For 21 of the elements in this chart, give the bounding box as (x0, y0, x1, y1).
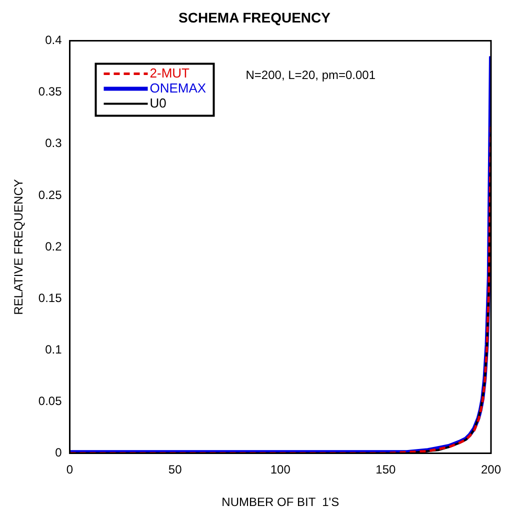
chart-title: SCHEMA FREQUENCY (178, 9, 332, 26)
y-tick-label: 0.05 (38, 394, 62, 408)
legend-label: ONEMAX (150, 80, 206, 96)
y-tick-label: 0.2 (45, 239, 62, 254)
legend-label: 2-MUT (150, 65, 190, 80)
legend-label: U0 (150, 95, 166, 110)
x-tick-label: 50 (168, 462, 182, 477)
y-tick-label: 0.1 (45, 342, 62, 356)
annotation: N=200, L=20, pm=0.001 (246, 68, 376, 82)
x-tick-label: 100 (270, 462, 291, 477)
y-tick-label: 0 (55, 446, 62, 460)
x-tick-label: 200 (480, 462, 502, 477)
y-axis-title: RELATIVE FREQUENCY (12, 179, 26, 315)
y-tick-label: 0.15 (38, 290, 62, 305)
y-tick-label: 0.35 (38, 84, 62, 99)
x-tick-label: 150 (376, 462, 396, 477)
x-axis-title: NUMBER OF BIT 1'S (222, 495, 340, 510)
y-tick-label: 0.3 (45, 136, 62, 150)
y-tick-label: 0.4 (45, 33, 62, 48)
y-tick-label: 0.25 (38, 188, 62, 202)
x-tick-label: 0 (66, 462, 74, 477)
